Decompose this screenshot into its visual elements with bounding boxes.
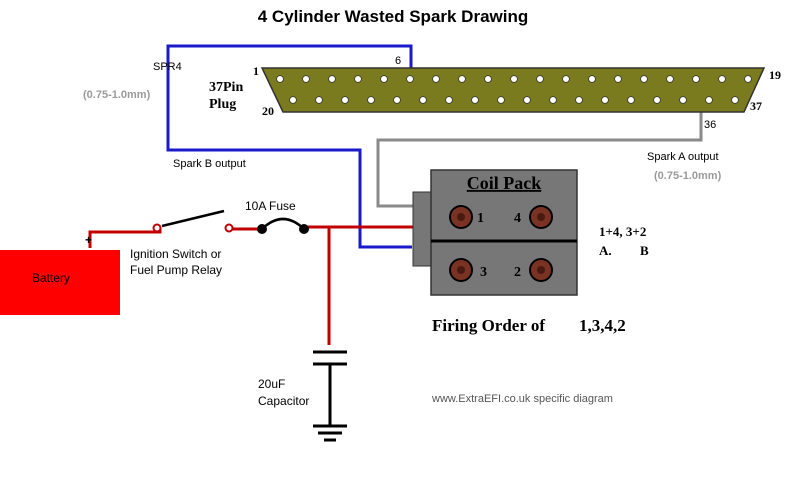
- ignition-label-line1: Ignition Switch or: [130, 247, 221, 261]
- 37-pin-plug: [260, 67, 766, 113]
- plug-pin-3: [328, 75, 336, 83]
- plug-body: [260, 67, 766, 113]
- capacitor-label-line2: Capacitor: [258, 394, 309, 408]
- plug-pin-16: [666, 75, 674, 83]
- plug-pin-6: [406, 75, 414, 83]
- spark-a-output-label: Spark A output: [647, 151, 719, 163]
- pin-6-label: 6: [395, 55, 401, 67]
- plug-pins: [276, 75, 752, 104]
- plug-pin-21: [315, 96, 323, 104]
- firing-order-text: Firing Order of: [432, 316, 545, 335]
- coil-label-3: 3: [480, 265, 487, 280]
- coil-terminal-3: [449, 258, 473, 282]
- coil-pack-connector: [412, 191, 434, 267]
- battery-plus-label: +: [85, 233, 92, 247]
- plug-pin-15: [640, 75, 648, 83]
- plug-pin-22: [341, 96, 349, 104]
- plug-pin-35: [679, 96, 687, 104]
- coil-label-1: 1: [477, 211, 484, 226]
- capacitor: [313, 350, 347, 426]
- plug-pin-31: [575, 96, 583, 104]
- ignition-switch: [152, 209, 234, 233]
- spr4-label: SPR4: [153, 61, 182, 73]
- pairing-a-label: A.: [599, 243, 612, 258]
- plug-pin-12: [562, 75, 570, 83]
- coil-terminal-4: [529, 205, 553, 229]
- spark-b-output-label: Spark B output: [173, 158, 246, 170]
- ground-icon: [313, 424, 347, 442]
- plug-pin-8: [458, 75, 466, 83]
- coil-pack-title: Coil Pack: [467, 173, 542, 193]
- plug-pin-27: [471, 96, 479, 104]
- pin-36-label: 36: [704, 119, 716, 131]
- plug-pin-23: [367, 96, 375, 104]
- plug-title-line2: Plug: [209, 97, 236, 112]
- wire-size-left: (0.75-1.0mm): [83, 89, 151, 101]
- plug-pin-25: [419, 96, 427, 104]
- firing-order-value: 1,3,4,2: [579, 316, 626, 335]
- coil-terminal-1: [449, 205, 473, 229]
- plug-pin-19: [744, 75, 752, 83]
- website-label: www.ExtraEFI.co.uk specific diagram: [431, 393, 613, 405]
- plug-pin-2: [302, 75, 310, 83]
- plug-pin-17: [692, 75, 700, 83]
- plug-pin-13: [588, 75, 596, 83]
- plug-pin-7: [432, 75, 440, 83]
- plug-pin-10: [510, 75, 518, 83]
- plug-pin-5: [380, 75, 388, 83]
- plug-pin-1: [276, 75, 284, 83]
- plug-pin-28: [497, 96, 505, 104]
- plug-pin-14: [614, 75, 622, 83]
- plug-pin-9: [484, 75, 492, 83]
- plug-pin-11: [536, 75, 544, 83]
- spark-b-wire: [166, 44, 413, 249]
- plug-pin-30: [549, 96, 557, 104]
- plug-pin-32: [601, 96, 609, 104]
- plug-pin-24: [393, 96, 401, 104]
- diagram-title: 4 Cylinder Wasted Spark Drawing: [258, 7, 529, 26]
- pairing-label: 1+4, 3+2: [599, 224, 646, 239]
- pin-1-label: 1: [253, 64, 259, 78]
- coil-terminal-2: [529, 258, 553, 282]
- plug-pin-4: [354, 75, 362, 83]
- battery: [0, 250, 120, 315]
- pairing-b-label: B: [640, 243, 649, 258]
- plug-pin-18: [718, 75, 726, 83]
- battery-positive-wire: [88, 228, 162, 248]
- plug-pin-37: [731, 96, 739, 104]
- coil-label-4: 4: [514, 211, 521, 226]
- battery-label: Battery: [32, 271, 70, 285]
- plug-pin-36: [705, 96, 713, 104]
- plug-pin-26: [445, 96, 453, 104]
- spark-a-wire: [376, 100, 703, 208]
- pin-20-label: 20: [262, 104, 274, 118]
- plug-pin-34: [653, 96, 661, 104]
- pin-19-label: 19: [769, 68, 781, 82]
- plug-title-line1: 37Pin: [209, 80, 243, 95]
- plug-pin-29: [523, 96, 531, 104]
- fuse-label: 10A Fuse: [245, 199, 296, 213]
- coil-label-2: 2: [514, 265, 521, 280]
- coil-pack: [412, 169, 578, 296]
- capacitor-label-line1: 20uF: [258, 377, 285, 391]
- pin-37-label: 37: [750, 99, 762, 113]
- fuse: [257, 217, 309, 234]
- wire-size-right: (0.75-1.0mm): [654, 170, 722, 182]
- ignition-label-line2: Fuel Pump Relay: [130, 263, 222, 277]
- plug-pin-20: [289, 96, 297, 104]
- plug-pin-33: [627, 96, 635, 104]
